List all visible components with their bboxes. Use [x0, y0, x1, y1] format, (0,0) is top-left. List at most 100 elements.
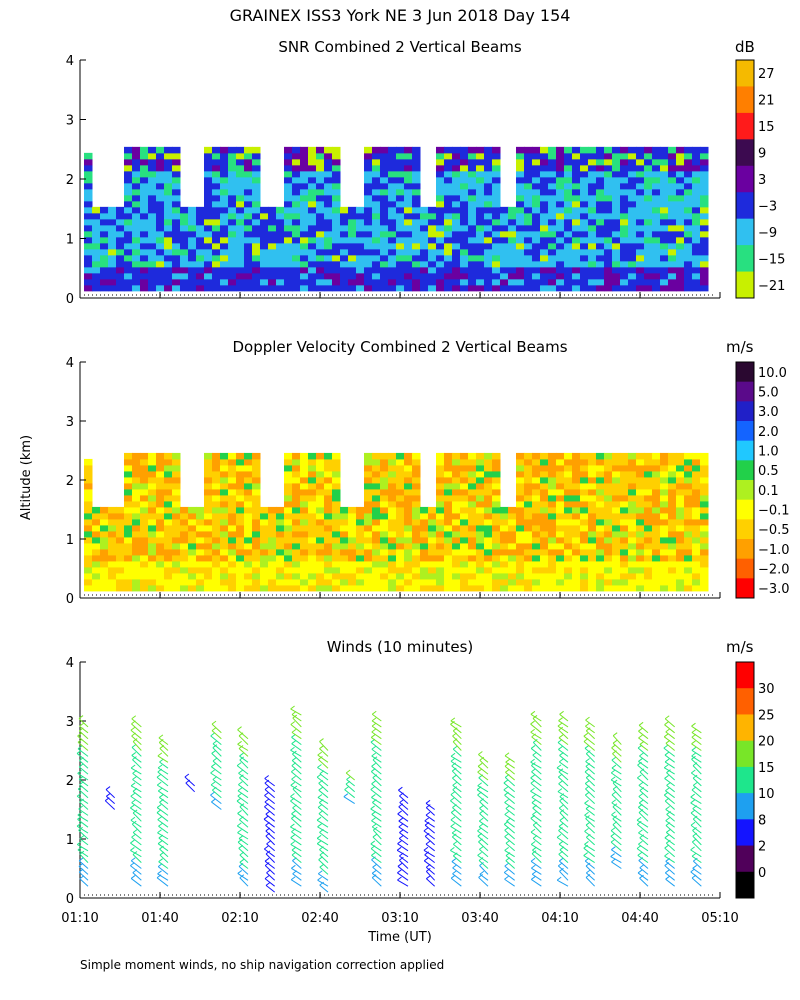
wind-barb: [665, 878, 675, 887]
wind-barb: [159, 761, 169, 769]
wind-barb-flag: [77, 745, 83, 750]
wind-barb: [292, 873, 302, 881]
wind-barb: [291, 743, 302, 751]
wind-barb: [292, 753, 302, 763]
wind-barb-flag: [156, 773, 162, 778]
wind-barb: [156, 812, 169, 822]
wind-barb-flag: [638, 829, 643, 834]
wind-barb-flag: [638, 799, 644, 804]
wind-barb: [610, 841, 622, 852]
snr-unit-label: dB: [735, 38, 755, 56]
wind-barb: [157, 767, 169, 775]
wind-barb: [639, 867, 649, 875]
wind-barb: [370, 771, 382, 781]
wind-barb: [505, 860, 515, 869]
wind-barb: [131, 723, 142, 734]
colorbar-swatch: [736, 480, 754, 501]
wind-barb: [611, 814, 622, 822]
wind-barb-flag: [345, 769, 351, 774]
y-tick-label: 3: [66, 114, 74, 129]
wind-barb: [78, 860, 89, 869]
wind-barb: [612, 788, 622, 799]
wind-barb: [319, 773, 329, 781]
wind-barb: [78, 866, 89, 875]
wind-barb: [398, 789, 409, 799]
wind-barb: [372, 836, 382, 846]
wind-barb-flag: [264, 875, 270, 880]
wind-profile: [370, 710, 382, 887]
y-tick-label: 2: [66, 173, 74, 188]
wind-barb: [692, 777, 702, 787]
wind-barb: [583, 847, 595, 858]
wind-barb-flag: [106, 792, 111, 797]
wind-barb-flag: [478, 857, 484, 861]
colorbar-label: 0: [758, 866, 766, 881]
wind-barb-flag: [531, 864, 536, 869]
wind-barb: [638, 860, 649, 869]
wind-profile: [610, 732, 622, 869]
wind-barb-flag: [477, 762, 483, 767]
wind-barb: [530, 761, 542, 769]
wind-barb-flag: [530, 857, 536, 862]
wind-barb: [291, 818, 302, 828]
wind-barb: [398, 806, 409, 816]
wind-barb: [690, 849, 702, 858]
wind-barb: [398, 820, 409, 828]
wind-barb: [157, 832, 169, 840]
wind-barb-flag: [156, 781, 162, 786]
figure-title: GRAINEX ISS3 York NE 3 Jun 2018 Day 154: [229, 6, 571, 25]
wind-barb-flag: [371, 728, 377, 733]
wind-barb: [318, 859, 329, 869]
y-tick-label: 0: [66, 592, 74, 607]
wind-barb: [237, 795, 249, 805]
wind-barb-flag: [210, 769, 215, 774]
wind-barb-flag: [425, 804, 431, 809]
wind-barb-flag: [291, 740, 296, 745]
wind-profile: [556, 710, 569, 887]
wind-barb: [531, 853, 542, 863]
wind-barb: [477, 771, 489, 781]
wind-barb: [452, 730, 462, 740]
colorbar-label: 20: [758, 735, 775, 750]
wind-barb-flag: [559, 797, 564, 802]
wind-barb-flag: [453, 852, 458, 857]
wind-barb-flag: [239, 752, 244, 757]
wind-barb-flag: [264, 798, 270, 803]
wind-barb-flag: [532, 821, 538, 826]
wind-barb-flag: [558, 823, 564, 827]
x-tick-label: 04:40: [621, 911, 658, 926]
wind-barb: [316, 843, 329, 852]
wind-barb-flag: [130, 857, 136, 862]
colorbar-swatch: [736, 688, 754, 715]
wind-barb-flag: [157, 840, 163, 845]
wind-barb-flag: [316, 840, 322, 845]
wind-barb-flag: [291, 775, 296, 780]
wind-barb-flag: [291, 768, 296, 773]
colorbar-swatch: [736, 499, 754, 520]
wind-barb-flag: [371, 852, 376, 856]
wind-barb: [76, 844, 89, 852]
wind-barb: [504, 794, 515, 804]
colorbar-swatch: [736, 578, 754, 599]
wind-barb: [77, 748, 89, 757]
axes-panel-1: 0 1 2 3 4: [66, 356, 721, 607]
wind-profile: [210, 720, 222, 810]
wind-barb-flag: [212, 757, 218, 762]
wind-barb-flag: [79, 835, 85, 840]
wind-barb: [637, 747, 649, 757]
wind-barb: [558, 860, 569, 869]
wind-barb-flag: [132, 756, 137, 760]
wind-barb-flag: [638, 721, 644, 726]
colorbar-label: 1.0: [758, 445, 779, 460]
wind-barb: [531, 879, 542, 887]
wind-barb: [77, 788, 89, 799]
wind-barb: [505, 761, 515, 769]
wind-barb-flag: [636, 816, 642, 821]
wind-barb: [76, 795, 89, 805]
colorbar-swatch: [736, 362, 754, 383]
wind-barb-flag: [290, 705, 295, 710]
colorbar-swatch: [736, 192, 754, 220]
wind-barb: [532, 824, 542, 834]
wind-barb: [558, 749, 569, 757]
wind-barb: [663, 736, 675, 746]
